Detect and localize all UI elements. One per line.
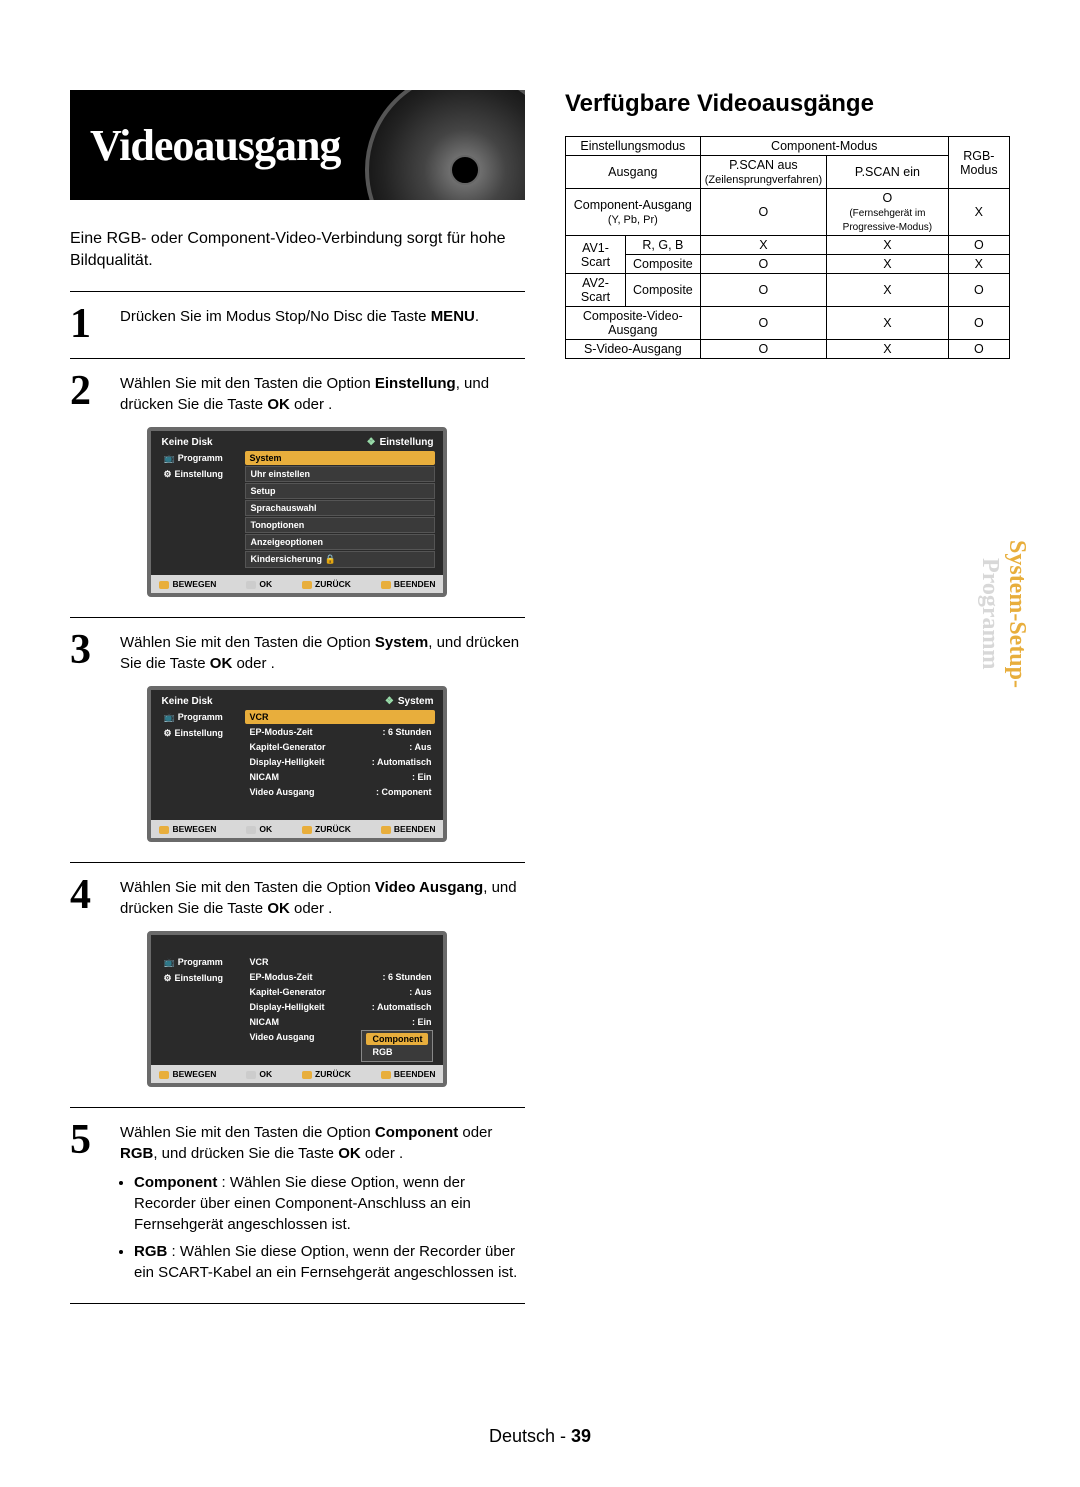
osd-item-system: System [245, 451, 435, 465]
osd-footer: BEWEGEN OK ZURÜCK BEENDEN [151, 820, 443, 838]
step-body: Drücken Sie im Modus Stop/No Disc die Ta… [120, 306, 525, 344]
section-heading: Verfügbare Videoausgänge [565, 90, 1010, 118]
bullet-rgb: RGB : Wählen Sie diese Option, wenn der … [134, 1241, 525, 1283]
step-number: 1 [70, 306, 102, 344]
th-rgb: RGB-Modus [948, 137, 1009, 189]
step-number: 5 [70, 1122, 102, 1289]
row-composite-out: Composite-Video-Ausgang [565, 307, 700, 340]
osd-footer: BEWEGEN OK ZURÜCK BEENDEN [151, 1065, 443, 1083]
th-pscan-off: P.SCAN aus(Zeilensprungverfahren) [700, 156, 826, 189]
th-mode: Einstellungsmodus [565, 137, 700, 156]
intro-text: Eine RGB- oder Component-Video-Verbindun… [70, 228, 525, 271]
osd-screenshot-3: .. Programm Einstellung VCR EP-Modus-Zei… [147, 931, 447, 1087]
row-svideo-out: S-Video-Ausgang [565, 340, 700, 359]
page-footer: Deutsch - 39 [0, 1426, 1080, 1447]
step-body: Wählen Sie mit den Tasten die Option Sys… [120, 632, 525, 674]
step-1: 1 Drücken Sie im Modus Stop/No Disc die … [70, 291, 525, 359]
step-2: 2 Wählen Sie mit den Tasten die Option E… [70, 359, 525, 618]
step-4: 4 Wählen Sie mit den Tasten die Option V… [70, 863, 525, 1108]
th-pscan-on: P.SCAN ein [827, 156, 949, 189]
nav-programm: Programm [159, 451, 239, 466]
osd-nav: Programm Einstellung [159, 451, 239, 569]
step-body: Wählen Sie mit den Tasten die Option Ein… [120, 373, 525, 415]
osd-list: System Uhr einstellen Setup Sprachauswah… [245, 451, 435, 569]
side-tab: System-Setup- Programm [976, 540, 1030, 688]
osd-status: Keine Disk [161, 696, 212, 707]
steps-list: 1 Drücken Sie im Modus Stop/No Disc die … [70, 291, 525, 1304]
nav-einstellung: Einstellung [159, 467, 239, 482]
osd-breadcrumb: Einstellung [367, 437, 434, 448]
step-5: 5 Wählen Sie mit den Tasten die Option C… [70, 1108, 525, 1304]
osd-nav: Programm Einstellung [159, 710, 239, 814]
outputs-table: Einstellungsmodus Component-Modus RGB-Mo… [565, 136, 1010, 359]
osd-screenshot-1: Keine Disk Einstellung Programm Einstell… [147, 427, 447, 597]
osd-breadcrumb: System [385, 696, 434, 707]
title-banner: Videoausgang [70, 90, 525, 200]
step-number: 3 [70, 632, 102, 674]
step-3: 3 Wählen Sie mit den Tasten die Option S… [70, 618, 525, 863]
disc-graphic [365, 90, 525, 200]
osd-screenshot-2: Keine Disk System Programm Einstellung V… [147, 686, 447, 842]
row-av1-scart: AV1-Scart [565, 236, 625, 274]
bullet-component: Component : Wählen Sie diese Option, wen… [134, 1172, 525, 1235]
osd-footer: BEWEGEN OK ZURÜCK BEENDEN [151, 575, 443, 593]
manual-page: Videoausgang Eine RGB- oder Component-Vi… [0, 0, 1080, 1354]
th-component: Component-Modus [700, 137, 948, 156]
osd-list: VCR EP-Modus-Zeit: 6 Stunden Kapitel-Gen… [245, 710, 435, 814]
popup-option-rgb: RGB [366, 1046, 428, 1058]
osd-nav: Programm Einstellung [159, 955, 239, 1059]
row-av2-scart: AV2-Scart [565, 274, 625, 307]
th-output: Ausgang [565, 156, 700, 189]
step-number: 2 [70, 373, 102, 415]
step-body: Wählen Sie mit den Tasten die Option Com… [120, 1122, 525, 1289]
popup-option-component: Component [366, 1033, 428, 1045]
left-column: Videoausgang Eine RGB- oder Component-Vi… [70, 90, 525, 1304]
row-component-out: Component-Ausgang(Y, Pb, Pr) [565, 189, 700, 236]
right-column: Verfügbare Videoausgänge Einstellungsmod… [565, 90, 1010, 1304]
osd-status: Keine Disk [161, 437, 212, 448]
osd-list: VCR EP-Modus-Zeit: 6 Stunden Kapitel-Gen… [245, 955, 435, 1059]
step-number: 4 [70, 877, 102, 919]
step-body: Wählen Sie mit den Tasten die Option Vid… [120, 877, 525, 919]
page-title: Videoausgang [90, 120, 340, 171]
